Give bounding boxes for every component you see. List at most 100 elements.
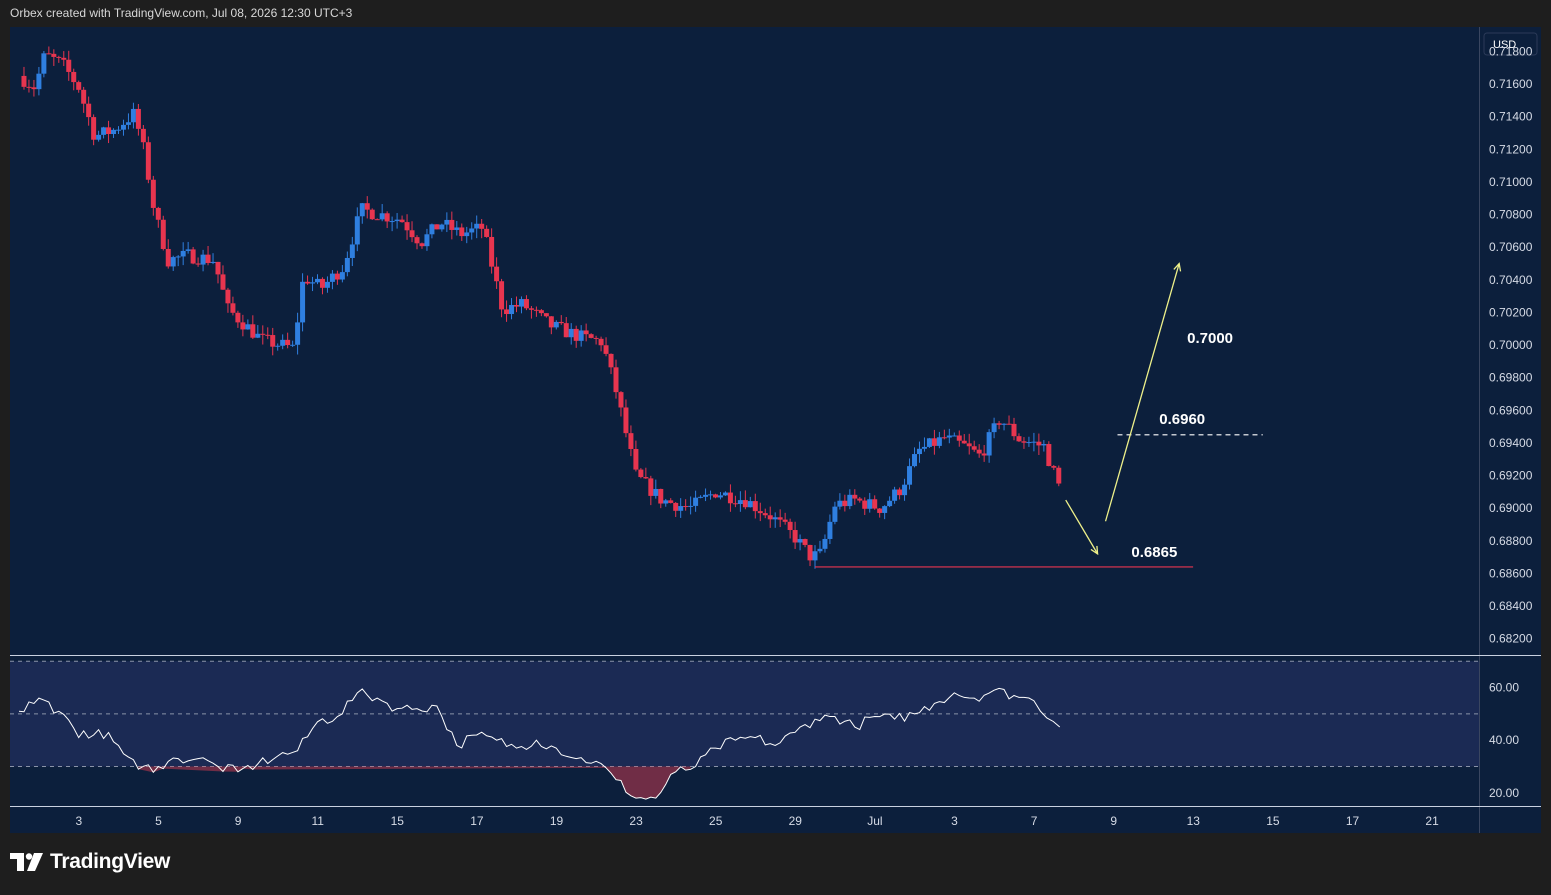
candle-body [862, 500, 868, 509]
candle-body [1031, 441, 1037, 443]
candle-body [1011, 423, 1017, 437]
candle-down [31, 79, 37, 97]
candle-body [26, 86, 32, 88]
candle-up [324, 276, 330, 293]
candle-body [1051, 466, 1057, 468]
candle-up [389, 216, 395, 232]
candle-down [419, 242, 425, 249]
time-tick-label: 9 [1110, 814, 1117, 828]
candle-body [633, 448, 639, 470]
candle-body [295, 322, 301, 345]
candle-up [275, 343, 281, 351]
candle-down [260, 325, 266, 345]
candle-body [867, 499, 873, 509]
candle-body [215, 261, 221, 275]
candle-body [872, 499, 878, 509]
candle-body [877, 508, 883, 513]
candle-up [329, 270, 335, 290]
candle-down [668, 498, 674, 504]
candle-body [1056, 467, 1062, 484]
candle-body [339, 272, 345, 280]
candle-down [409, 221, 415, 243]
candle-up [812, 545, 818, 569]
candle-down [235, 310, 241, 328]
candle-down [603, 337, 609, 357]
candle-body [31, 87, 37, 90]
candle-body [66, 59, 72, 72]
candle-body [409, 230, 415, 238]
candle-down [857, 496, 863, 503]
candle-body [160, 219, 166, 249]
time-tick-label: 13 [1187, 814, 1201, 828]
candle-body [921, 446, 927, 449]
price-tick-label: 0.71400 [1489, 110, 1533, 124]
candle-body [374, 219, 380, 221]
rsi-tick-label: 20.00 [1489, 786, 1519, 800]
candle-down [46, 46, 52, 55]
candle-up [200, 249, 206, 272]
candle-up [315, 274, 320, 285]
candle-up [916, 441, 922, 463]
candle-body [1026, 442, 1032, 444]
candle-body [349, 244, 355, 258]
candle-body [693, 497, 699, 506]
candle-body [260, 333, 266, 335]
candle-body [240, 322, 246, 330]
price-tick-label: 0.70400 [1489, 273, 1533, 287]
candle-body [598, 338, 604, 346]
candle-down [782, 512, 788, 525]
candle-body [817, 548, 823, 552]
candle-up [444, 212, 450, 233]
chart-attribution: Orbex created with TradingView.com, Jul … [10, 6, 353, 20]
candle-down [220, 265, 226, 290]
candle-down [658, 488, 664, 509]
tradingview-logo[interactable]: TradingView [10, 850, 170, 874]
candle-down [434, 224, 440, 230]
candle-body [61, 57, 67, 60]
candle-up [101, 126, 107, 139]
candle-body [797, 539, 803, 543]
candle-up [703, 488, 709, 502]
candle-down [225, 287, 231, 313]
candle-down [449, 211, 455, 240]
candle-up [41, 50, 47, 78]
candle-up [921, 437, 927, 452]
currency-button [1483, 32, 1538, 56]
candle-down [961, 434, 967, 444]
price-tick-label: 0.71600 [1489, 77, 1533, 91]
candle-down [61, 51, 67, 67]
candle-up [36, 66, 42, 96]
candle-body [1006, 423, 1012, 425]
candle-up [1041, 440, 1047, 452]
candle-body [130, 108, 136, 123]
candle-body [334, 273, 340, 280]
candle-body [857, 498, 863, 501]
candle-body [275, 345, 281, 347]
time-tick-label: 17 [1346, 814, 1360, 828]
candle-down [966, 433, 972, 455]
candle-body [285, 339, 291, 346]
candle-up [175, 255, 181, 267]
time-tick-label: 17 [470, 814, 484, 828]
candle-up [116, 126, 121, 135]
time-tick-label: 9 [235, 814, 242, 828]
price-tick-label: 0.70800 [1489, 208, 1533, 222]
candle-up [653, 479, 659, 499]
candle-up [210, 253, 216, 265]
candle-down [1016, 433, 1022, 443]
candle-up [120, 119, 126, 136]
candle-down [106, 120, 112, 144]
candle-down [1021, 437, 1027, 449]
candle-down [140, 124, 146, 150]
candle-down [877, 508, 883, 518]
price-tick-label: 0.71200 [1489, 142, 1533, 156]
candle-body [165, 248, 171, 267]
chart-area[interactable]: 0.6865 0.6960 0.7000 USD 0.71800 0.71600 0.71… [0, 0, 1551, 850]
candle-body [588, 334, 594, 338]
price-tick-label: 0.70000 [1489, 338, 1533, 352]
candle-body [514, 305, 519, 307]
candle-body [111, 129, 117, 135]
price-tick-label: 0.69400 [1489, 436, 1533, 450]
candle-body [56, 56, 62, 58]
